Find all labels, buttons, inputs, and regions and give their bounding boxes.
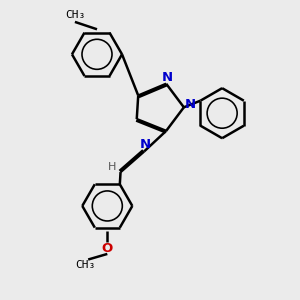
Text: H: H <box>108 162 116 172</box>
Text: CH₃: CH₃ <box>65 10 85 20</box>
Text: N: N <box>185 98 196 111</box>
Text: N: N <box>140 139 151 152</box>
Text: N: N <box>162 71 173 84</box>
Text: O: O <box>102 242 113 255</box>
Text: CH₃: CH₃ <box>75 260 95 270</box>
